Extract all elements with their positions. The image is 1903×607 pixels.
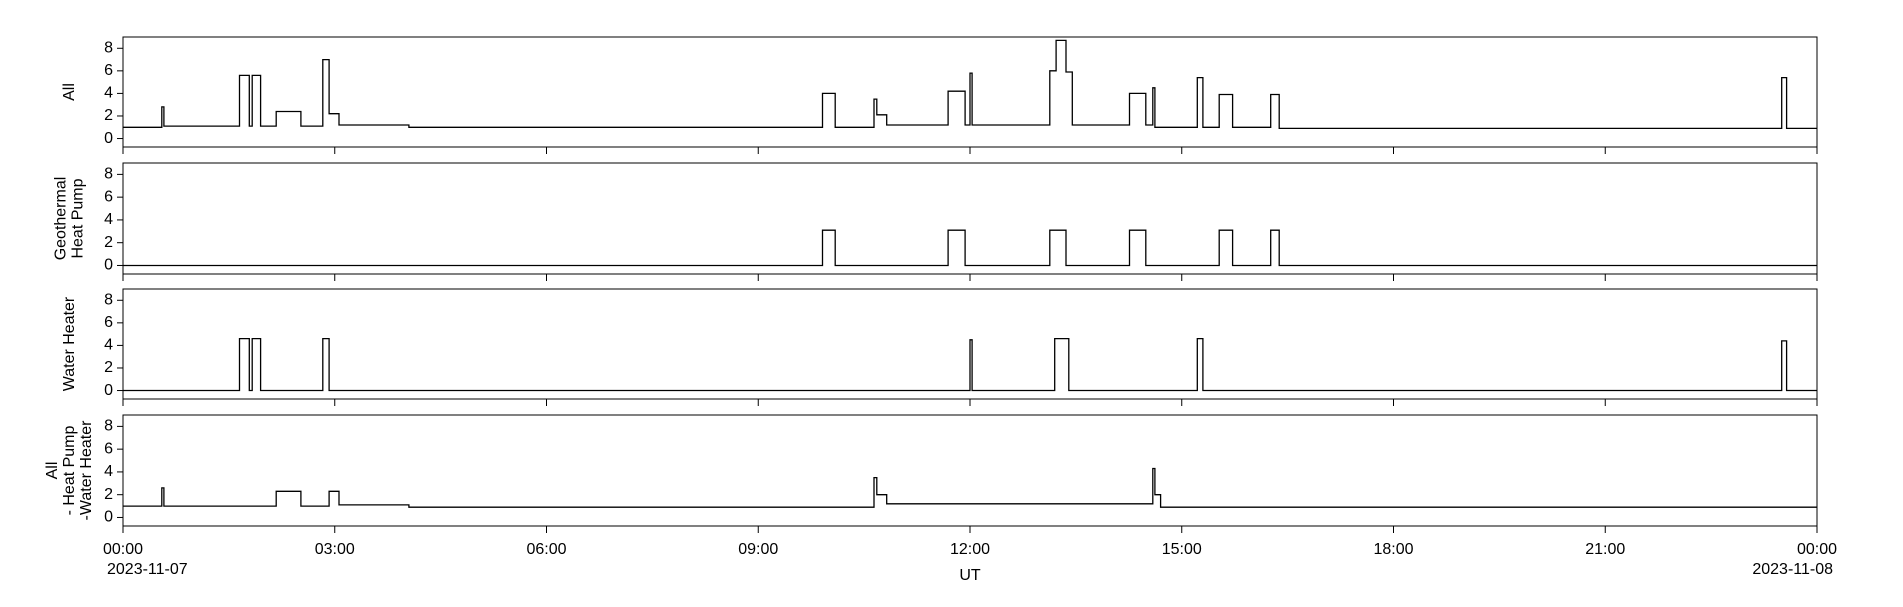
y-axis-label: Heat Pump [70,178,87,258]
x-tick-label: 03:00 [315,541,355,558]
x-tick-label: 06:00 [526,541,566,558]
data-line [123,337,1817,392]
y-tick-label: 6 [104,314,113,331]
y-tick-label: 2 [104,107,113,124]
y-tick-label: 0 [104,382,113,399]
y-tick-label: 4 [104,337,113,354]
data-line [123,39,1817,130]
x-tick-label: 21:00 [1585,541,1625,558]
y-tick-label: 4 [104,85,113,102]
y-axis-label: -Water Heater [78,420,95,521]
plot-frame [122,414,1818,527]
y-tick-label: 4 [104,463,113,480]
x-date-label: 2023-11-08 [1752,561,1833,578]
y-tick-label: 8 [104,418,113,435]
y-axis-label: Water Heater [61,296,78,391]
x-tick-label: 00:00 [103,541,143,558]
y-tick-label: 0 [104,509,113,526]
y-tick-label: 8 [104,40,113,57]
data-line [123,467,1817,508]
y-tick-label: 8 [104,292,113,309]
y-tick-label: 6 [104,62,113,79]
y-tick-label: 4 [104,211,113,228]
y-tick-label: 6 [104,440,113,457]
y-axis-label: Geothermal [53,177,70,261]
x-tick-label: 18:00 [1373,541,1413,558]
x-axis-label: UT [959,567,981,584]
y-axis-label: All [61,83,78,101]
plot-frame [122,162,1818,275]
y-axis-label: - Heat Pump [61,425,78,515]
x-date-label: 2023-11-07 [107,561,188,578]
y-tick-label: 0 [104,130,113,147]
x-tick-label: 00:00 [1797,541,1837,558]
x-tick-label: 12:00 [950,541,990,558]
y-tick-label: 6 [104,188,113,205]
y-tick-label: 8 [104,166,113,183]
y-tick-label: 2 [104,359,113,376]
y-axis-label: All [44,462,61,480]
x-tick-label: 09:00 [738,541,778,558]
y-tick-label: 2 [104,234,113,251]
y-tick-label: 2 [104,486,113,503]
data-line [123,229,1817,267]
x-tick-label: 15:00 [1162,541,1202,558]
y-tick-label: 0 [104,257,113,274]
